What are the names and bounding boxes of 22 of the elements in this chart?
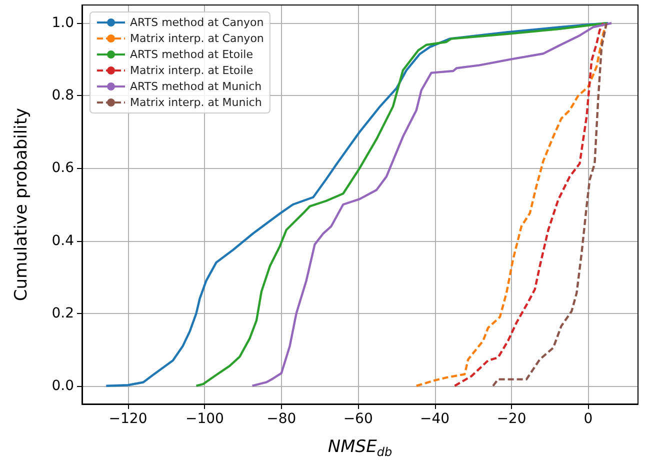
x-tick-label: −80 (266, 411, 296, 427)
legend-label: Matrix interp. at Etoile (130, 64, 254, 77)
legend-label: ARTS method at Etoile (130, 48, 254, 61)
legend-label: Matrix interp. at Canyon (130, 32, 264, 45)
y-tick-label: 0.2 (52, 305, 74, 322)
x-tick-label: −40 (420, 411, 450, 427)
legend-label: ARTS method at Munich (130, 80, 262, 93)
y-tick-label: 0.4 (52, 232, 74, 249)
y-tick-label: 1.0 (52, 15, 74, 32)
line-series (492, 22, 608, 387)
y-tick-label: 0.0 (52, 378, 74, 394)
y-axis-title: Cumulative probability (12, 108, 32, 302)
y-tick-label: 0.8 (52, 88, 74, 104)
x-tick-label: 0 (584, 411, 593, 427)
line-series (454, 22, 604, 387)
x-tick-label: −60 (343, 411, 373, 427)
y-tick-label: 0.6 (52, 160, 74, 176)
x-tick-label: −100 (185, 411, 224, 427)
x-tick-label: −120 (108, 411, 148, 427)
x-tick-label: −20 (496, 411, 526, 427)
legend-label: ARTS method at Canyon (130, 16, 264, 29)
legend-label: Matrix interp. at Munich (130, 96, 262, 109)
